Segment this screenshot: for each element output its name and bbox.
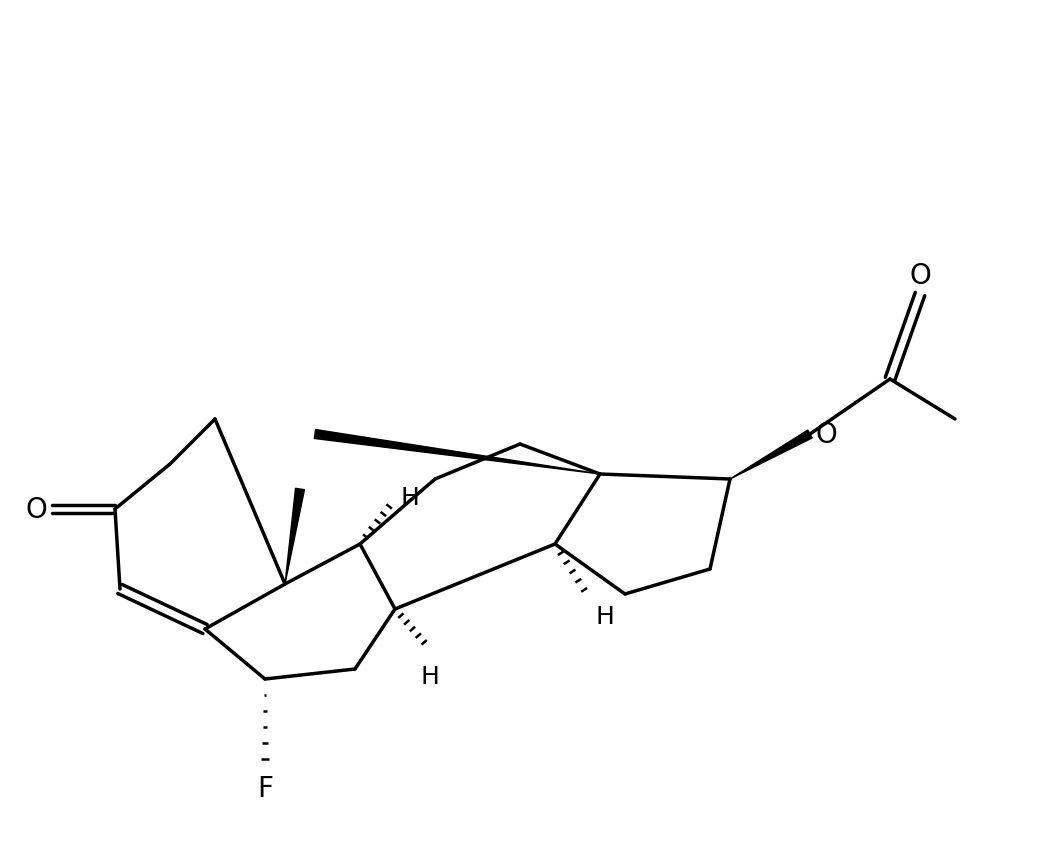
Polygon shape <box>730 431 812 479</box>
Polygon shape <box>285 489 305 584</box>
Polygon shape <box>314 430 601 474</box>
Text: H: H <box>595 604 614 629</box>
Text: O: O <box>815 421 836 449</box>
Text: H: H <box>400 485 419 509</box>
Text: O: O <box>25 496 47 524</box>
Text: O: O <box>909 262 931 290</box>
Text: H: H <box>420 664 439 688</box>
Text: F: F <box>257 774 272 802</box>
